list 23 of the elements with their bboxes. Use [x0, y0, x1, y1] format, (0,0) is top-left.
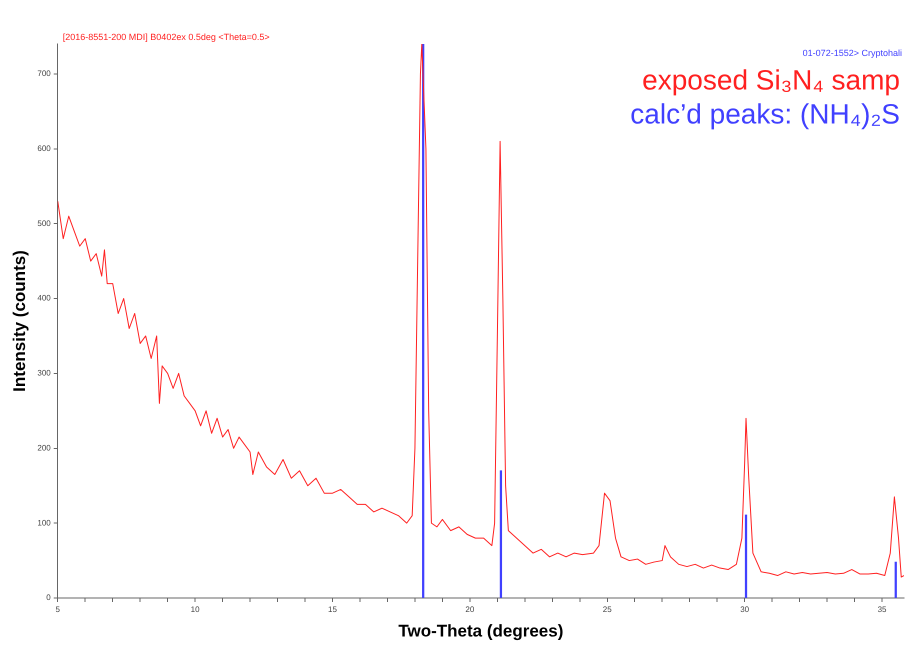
x-tick-label: 30	[740, 605, 750, 614]
y-tick-label: 300	[37, 368, 52, 378]
bar	[422, 44, 424, 598]
y-tick-label: 0	[46, 593, 52, 602]
y-tick-label: 400	[37, 294, 52, 303]
text: [2016-8551-200 MDI] B0402ex 0.5deg <Theta=0.5>	[62, 32, 270, 42]
x-tick-label: 25	[602, 605, 612, 614]
y-tick-label: 700	[37, 69, 52, 78]
y-axis-title: Intensity (counts)	[10, 250, 29, 392]
y-tick-label: 500	[37, 218, 52, 228]
x-tick-label: 10	[190, 605, 200, 614]
y-tick-label: 200	[37, 443, 52, 452]
bar	[894, 562, 897, 598]
x-tick-label: 5	[56, 605, 61, 614]
x-tick-label: 35	[878, 605, 888, 614]
text: calc’d peaks: (NH₄)₂S	[630, 98, 900, 130]
x-axis-title: Two-Theta (degrees)	[398, 621, 564, 640]
x-tick-label: 20	[465, 605, 475, 614]
text: exposed Si₃N₄ samp	[642, 64, 900, 96]
x-tick-label: 15	[328, 605, 338, 614]
y-tick-label: 100	[37, 518, 52, 528]
annotation: 01-072-1552> Cryptohali	[802, 48, 902, 58]
y-tick-label: 600	[37, 144, 52, 154]
